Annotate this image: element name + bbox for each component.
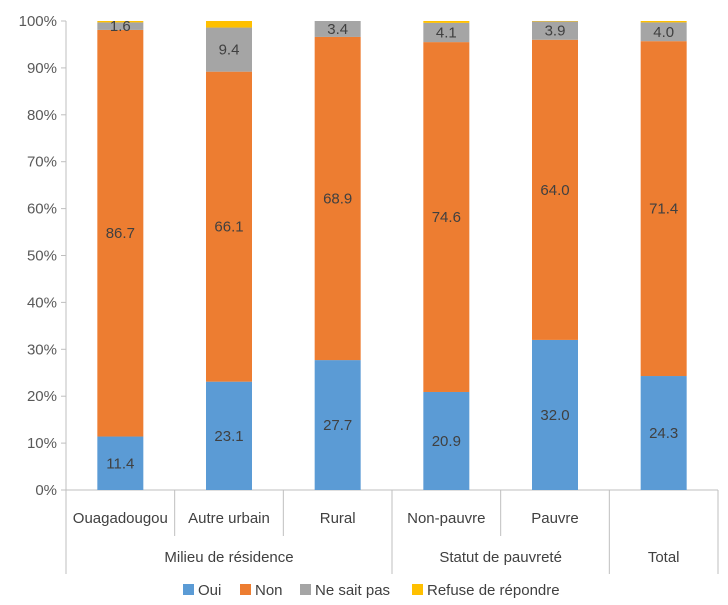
legend-label: Non	[255, 582, 283, 599]
data-label: 27.7	[323, 417, 352, 434]
bar-segment-non	[532, 39, 578, 340]
bar-segment-refuse-de-r-pondre	[97, 21, 144, 23]
group-label: Statut de pauvreté	[439, 549, 562, 566]
data-label: 1.6	[110, 18, 131, 35]
bar-segment-oui	[206, 381, 252, 490]
group-label: Total	[648, 549, 680, 566]
legend-label: Refuse de répondre	[427, 582, 560, 599]
legend-swatch	[183, 584, 194, 595]
category-label: Pauvre	[531, 510, 579, 527]
data-label: 64.0	[540, 182, 569, 199]
bar-segment-ne-sait-pas	[206, 27, 252, 72]
data-label: 4.0	[653, 24, 674, 41]
data-labels-layer: 11.4 86.7 1.6 23.1 66.1 9.4 27.7 68.9 3.4 20.9 74.…	[106, 18, 679, 472]
y-tick-label: 70%	[27, 154, 57, 171]
data-label: 20.9	[432, 433, 461, 450]
data-label: 71.4	[649, 201, 678, 218]
bar-segment-oui	[97, 436, 144, 490]
category-label: Rural	[320, 510, 356, 527]
y-tick-label: 100%	[19, 13, 57, 30]
legend-swatch	[240, 584, 251, 595]
data-label: 32.0	[540, 407, 569, 424]
bar-segment-refuse-de-r-pondre	[206, 21, 252, 28]
y-tick-label: 0%	[35, 482, 57, 499]
bar-segment-non	[206, 71, 252, 382]
data-label: 9.4	[219, 42, 240, 59]
legend-swatch	[412, 584, 423, 595]
data-label: 68.9	[323, 191, 352, 208]
category-label: Non-pauvre	[407, 510, 485, 527]
data-label: 3.9	[545, 23, 566, 40]
data-label: 86.7	[106, 225, 135, 242]
data-label: 4.1	[436, 24, 457, 41]
bar-segment-oui	[423, 391, 470, 490]
category-label: Autre urbain	[188, 510, 270, 527]
bar-segment-refuse-de-r-pondre	[423, 21, 470, 23]
category-label: Ouagadougou	[73, 510, 168, 527]
legend-label: Ne sait pas	[315, 582, 390, 599]
y-tick-label: 80%	[27, 107, 57, 124]
bar-segment-ne-sait-pas	[423, 22, 470, 43]
y-tick-label: 90%	[27, 60, 57, 77]
data-label: 3.4	[327, 21, 348, 38]
y-tick-label: 10%	[27, 435, 57, 452]
data-label: 74.6	[432, 209, 461, 226]
bar-segment-ne-sait-pas	[532, 21, 578, 40]
y-tick-label: 50%	[27, 248, 57, 265]
bar-segment-oui	[314, 360, 361, 490]
group-label: Milieu de résidence	[164, 549, 293, 566]
axis-layer: 0% 10% 20% 30% 40% 50% 60% 70% 80% 90% 100% Ouagado…	[19, 13, 719, 574]
y-tick-label: 20%	[27, 388, 57, 405]
legend-label: Oui	[198, 582, 221, 599]
y-tick-label: 40%	[27, 294, 57, 311]
bar-segment-non	[97, 29, 144, 437]
bar-segment-ne-sait-pas	[314, 21, 361, 37]
legend: Oui Non Ne sait pas Refuse de répondre	[183, 582, 560, 599]
bar-segment-ne-sait-pas	[640, 22, 687, 42]
bar-segment-ne-sait-pas	[97, 22, 144, 30]
bar-segment-oui	[640, 376, 687, 490]
bars-layer	[97, 21, 687, 490]
bar-segment-oui	[532, 339, 578, 490]
data-label: 66.1	[214, 219, 243, 236]
legend-swatch	[300, 584, 311, 595]
bar-segment-refuse-de-r-pondre	[640, 21, 687, 23]
y-tick-label: 60%	[27, 201, 57, 218]
bar-segment-non	[314, 36, 361, 361]
data-label: 24.3	[649, 425, 678, 442]
bar-segment-non	[640, 41, 687, 377]
y-tick-label: 30%	[27, 341, 57, 358]
bar-segment-non	[423, 42, 470, 392]
data-label: 11.4	[106, 455, 134, 472]
data-label: 23.1	[214, 428, 243, 445]
